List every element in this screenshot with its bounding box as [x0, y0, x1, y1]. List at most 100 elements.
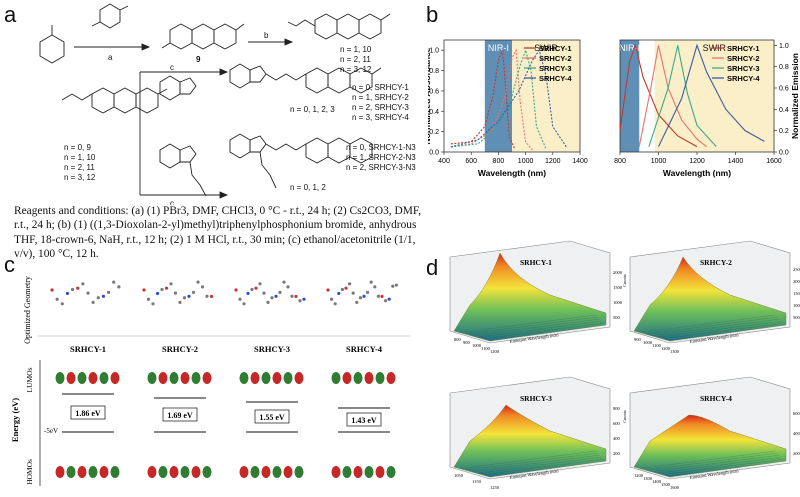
- compound-10-12-structure: [287, 13, 391, 40]
- z-tick-label: 2000: [613, 270, 623, 275]
- step-c-bottom-label: c: [170, 199, 174, 205]
- legend-label: SRHCY-1: [539, 44, 572, 53]
- lumo-lobe: [331, 372, 341, 384]
- z-tick-label: 800: [613, 406, 621, 411]
- surface-ridge: [645, 316, 779, 335]
- atom: [391, 284, 395, 288]
- legend-label: SRHCY-4: [539, 74, 572, 83]
- atom: [187, 294, 191, 298]
- x-tick-label: 1250: [490, 485, 500, 490]
- homo-lobe: [342, 466, 352, 478]
- dft-drawing: Optimized Geometry SRHCY-1 1.86 eV SRHCY-2 1…: [10, 276, 410, 486]
- x-tick-label: 1600: [766, 158, 782, 165]
- atom: [330, 297, 334, 301]
- legend-label: SRHCY-2: [539, 54, 572, 63]
- homo-lobe: [88, 466, 98, 478]
- homo-lobe: [55, 466, 65, 478]
- synthesis-scheme: a: [0, 0, 420, 240]
- atom: [250, 287, 254, 292]
- n-top-2: n = 2, 11: [340, 55, 371, 64]
- atom: [86, 291, 90, 295]
- band-label-nir-i: NIR-I: [619, 43, 640, 53]
- y-tick-label: 0.8: [779, 64, 789, 71]
- srhcy-label-1: n = 0, SRHCY-1: [352, 83, 409, 92]
- x-tick-label: 1150: [472, 479, 482, 484]
- panel-letter-a: a: [4, 2, 17, 27]
- n3-label-3: n = 2, SRHCY-3-N3: [346, 163, 416, 172]
- y-tick-label: 1.0: [429, 48, 439, 55]
- n-left-1: n = 0, 9: [64, 143, 91, 152]
- surface-ridge: [465, 452, 599, 471]
- x-tick-label: 1000: [518, 158, 534, 165]
- x-axis-label: Emission Wavelength (nm): [689, 468, 739, 480]
- series-line-srhcy-3: [648, 45, 717, 148]
- x-tick-label: 1000: [651, 158, 667, 165]
- surface-ridge: [459, 450, 597, 469]
- molecule-column-4: SRHCY-4 1.43 eV: [326, 280, 398, 478]
- surface-ridge: [471, 318, 601, 336]
- x-tick-label: 1200: [661, 346, 671, 351]
- homo-lobe: [66, 466, 76, 478]
- homo-label: HOMOs: [25, 459, 34, 485]
- atom: [160, 287, 164, 292]
- atom: [258, 282, 262, 286]
- atom: [96, 296, 100, 300]
- surface-ridge: [663, 322, 785, 339]
- atom: [209, 294, 214, 299]
- lumo-lobe: [147, 372, 157, 384]
- atom: [282, 280, 286, 284]
- molecule-name: SRHCY-3: [254, 344, 290, 354]
- atom: [76, 286, 80, 290]
- atom: [196, 280, 200, 284]
- gap-value: 1.55 eV: [259, 413, 285, 422]
- srhcy-label-3: n = 2, SRHCY-3: [352, 103, 409, 112]
- x-tick-label: 1200: [634, 473, 644, 478]
- atom: [112, 280, 116, 284]
- srhcy-product-structure: [229, 63, 382, 94]
- n-left-2: n = 1, 10: [64, 153, 96, 162]
- band-swir: [512, 40, 580, 152]
- step-b-label: b: [264, 31, 269, 40]
- y-tick-label: 0.4: [779, 107, 789, 114]
- surface-ridge: [663, 458, 785, 475]
- aldehyde-ring: [99, 3, 121, 29]
- lumo-lobe: [272, 372, 282, 384]
- x-tick-label: 1400: [652, 479, 662, 484]
- z-axis-label: Counts: [622, 274, 627, 287]
- molecule-column-2: SRHCY-2 1.69 eV: [142, 280, 214, 478]
- atom: [254, 286, 258, 290]
- homo-lobe: [283, 466, 293, 478]
- atom: [178, 300, 182, 304]
- y-tick-label: 0.8: [429, 68, 439, 75]
- surface-ridge: [459, 314, 597, 333]
- z-tick-label: 400: [613, 436, 621, 441]
- atom: [290, 294, 294, 298]
- x-tick-label: 800: [614, 158, 626, 165]
- x-tick-label: 800: [454, 337, 462, 342]
- atom: [274, 294, 278, 298]
- z-tick-label: 600: [793, 411, 800, 416]
- legend-label: SRHCY-3: [539, 64, 572, 73]
- x-tick-label: 1300: [643, 476, 653, 481]
- plot-frame: [443, 39, 581, 153]
- y-tick-label: 0.0: [779, 150, 789, 157]
- z-tick-label: 1500: [613, 285, 623, 290]
- homo-lobe: [272, 466, 282, 478]
- lumo-lobe: [191, 372, 201, 384]
- atom: [238, 297, 242, 301]
- atom: [394, 283, 398, 287]
- n3-n-label: n = 0, 1, 2: [290, 183, 326, 192]
- homo-lobe: [353, 466, 363, 478]
- homo-lobe: [191, 466, 201, 478]
- atom: [234, 288, 238, 292]
- surface-plot-3: SRHCY-3 1050 1150 1250 Emission Wavelength (…: [449, 376, 627, 490]
- step-c-top-label: c: [170, 63, 174, 72]
- homo-lobe: [364, 466, 374, 478]
- z-tick-label: 1000: [793, 303, 800, 308]
- surface-ridge: [483, 458, 605, 475]
- series-line-srhcy-1: [450, 49, 516, 150]
- atom: [155, 291, 160, 296]
- z-tick-label: 1000: [613, 300, 623, 305]
- atom: [191, 290, 196, 294]
- atom: [373, 285, 377, 289]
